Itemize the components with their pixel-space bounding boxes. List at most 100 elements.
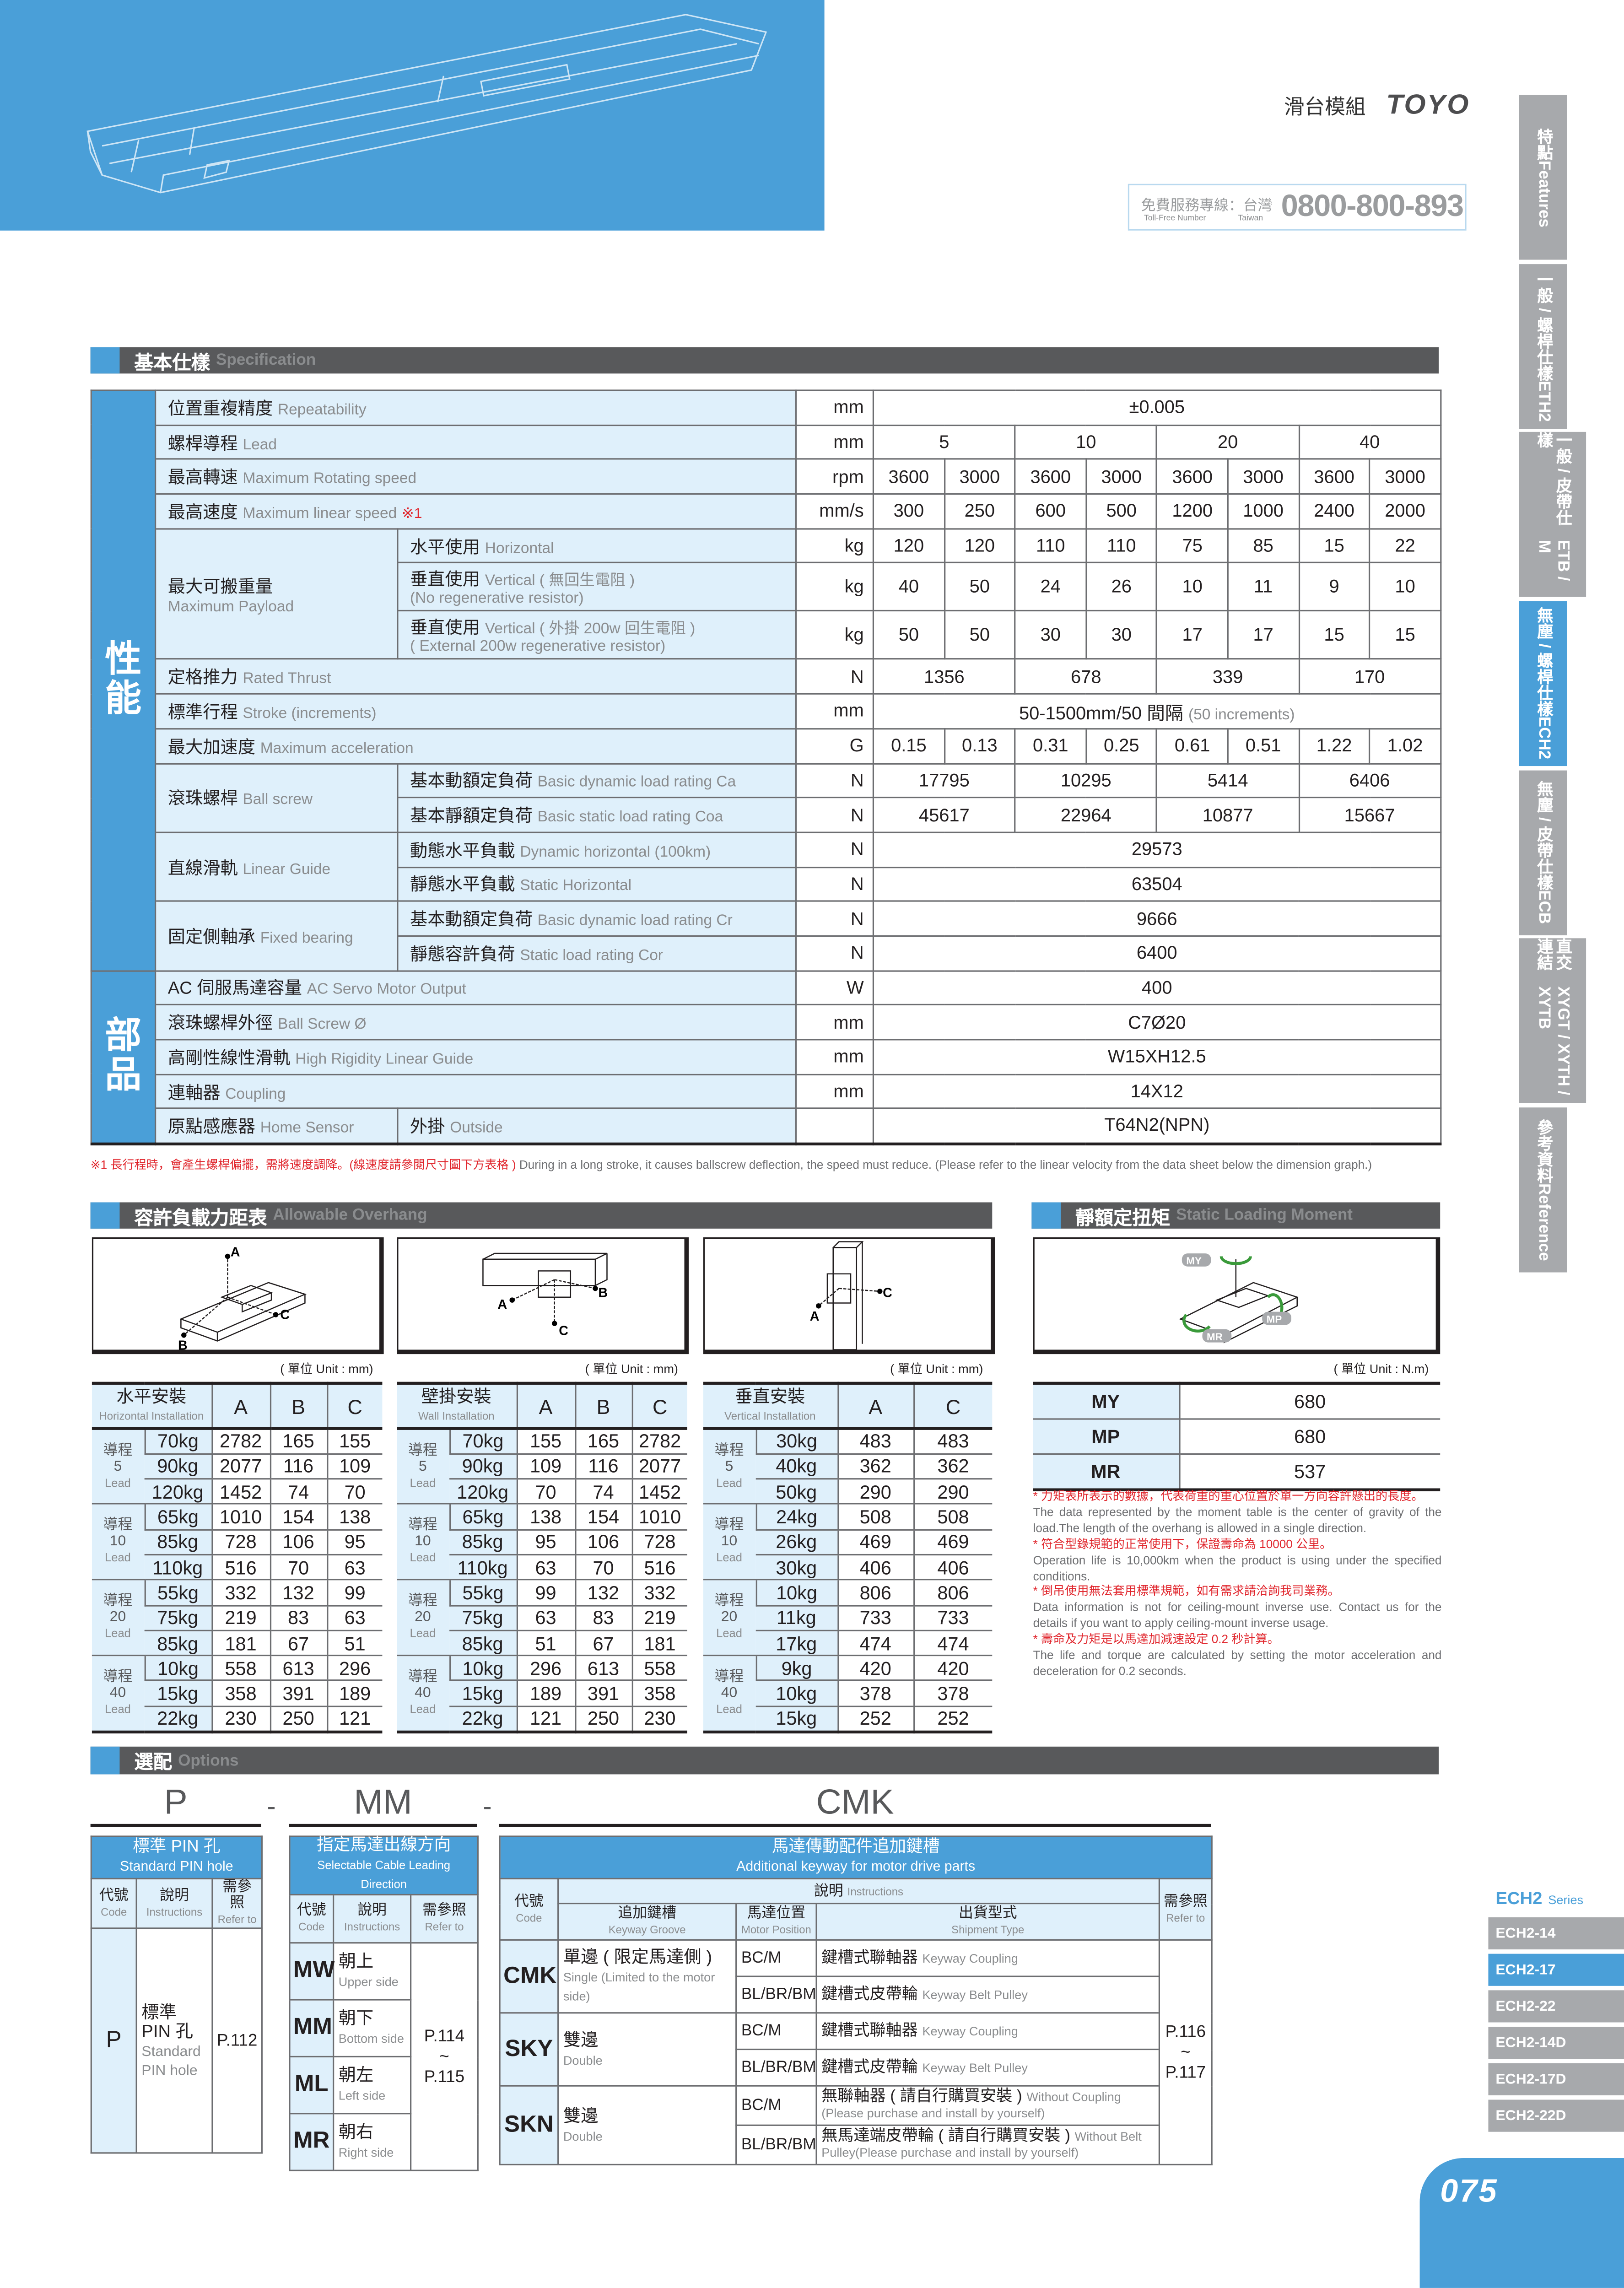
label-en: Linear Guide bbox=[243, 860, 331, 878]
series-item-ech2-22d[interactable]: ECH2-22D bbox=[1488, 2099, 1624, 2132]
label-zh: 動態水平負載 bbox=[410, 840, 515, 861]
axis-label-a: A bbox=[810, 1309, 820, 1324]
load-value: 70kg bbox=[144, 1428, 212, 1455]
overhang-value: 63 bbox=[326, 1605, 383, 1631]
lead-zh: 導程 bbox=[408, 1669, 437, 1685]
side-tab-etb-m[interactable]: 一般 / 皮帶仕樣 ETB / M bbox=[1519, 432, 1586, 598]
load-value: 65kg bbox=[448, 1504, 517, 1530]
label-zh: 固定側軸承 bbox=[167, 926, 256, 947]
col-refer: 需參照 Refer to bbox=[1158, 1878, 1213, 1941]
lead-label: 導程 10 Lead bbox=[92, 1504, 145, 1581]
side-tab-eth2[interactable]: 一般 / 螺桿仕樣 ETH2 bbox=[1519, 264, 1567, 429]
value-text: 170 bbox=[1354, 666, 1385, 687]
spec-value: 1000 bbox=[1227, 493, 1300, 529]
overhang-value: 155 bbox=[326, 1428, 383, 1455]
value-text: 20 bbox=[1218, 432, 1238, 453]
table-row: 50kg 290 290 bbox=[703, 1479, 993, 1505]
lead-label: 導程 20 Lead bbox=[92, 1580, 145, 1657]
value-text: ±0.005 bbox=[1129, 397, 1185, 418]
overhang-value: 420 bbox=[912, 1656, 993, 1682]
spec-row: 最高轉速 Maximum Rotating speed rpm 3600 3000 36… bbox=[91, 459, 1441, 495]
table-row: 10kg 378 378 bbox=[703, 1681, 993, 1707]
series-item-ech2-17d[interactable]: ECH2-17D bbox=[1488, 2063, 1624, 2095]
spec-value: 5414 bbox=[1156, 762, 1300, 799]
side-tab-xygt-xyth-xytb[interactable]: 直交連結 XYGT / XYTH / XYTB bbox=[1519, 939, 1586, 1104]
label-zh: 最高速度 bbox=[167, 502, 238, 523]
lead-value: 10 bbox=[721, 1534, 738, 1550]
spec-value: C7Ø20 bbox=[872, 1004, 1441, 1041]
overhang-value: 74 bbox=[269, 1479, 327, 1505]
moment-value: 537 bbox=[1179, 1454, 1441, 1490]
side-tab-ecb[interactable]: 無塵 / 皮帶仕樣 ECB bbox=[1519, 770, 1567, 935]
installation-type: 水平安裝 Horizontal Installation bbox=[92, 1383, 212, 1430]
label-en: Dynamic horizontal (100km) bbox=[520, 843, 711, 861]
spec-value: 50-1500mm/50 間隔 (50 increments) bbox=[872, 693, 1441, 729]
pin-code: P bbox=[90, 1927, 137, 2154]
static-moment-table: MY 680 MP 680 MR 537 bbox=[1033, 1381, 1441, 1491]
specification-table: 性能 位置重複精度 Repeatability mm ±0.005 螺桿導程 Lead m… bbox=[90, 389, 1441, 1145]
overhang-value: 165 bbox=[574, 1428, 632, 1455]
lead-label: 導程 5 Lead bbox=[703, 1428, 756, 1505]
lead-value: 20 bbox=[415, 1609, 431, 1626]
side-tab-ech2[interactable]: 無塵 / 螺桿仕樣 ECH2 bbox=[1519, 601, 1567, 766]
spec-label: 外掛 Outside bbox=[397, 1108, 797, 1144]
lead-value: 40 bbox=[721, 1685, 738, 1701]
installation-type: 垂直安裝 Vertical Installation bbox=[703, 1383, 838, 1430]
label-zh: 高剛性線性滑軌 bbox=[167, 1047, 291, 1068]
series-item-ech2-14d[interactable]: ECH2-14D bbox=[1488, 2027, 1624, 2059]
note-zh: * 力矩表所表示的數據，代表荷重的重心位置於單一方向容許懸出的長度。 bbox=[1033, 1489, 1424, 1503]
spec-label: 滾珠螺桿外徑 Ball Screw Ø bbox=[155, 1004, 797, 1041]
value-text: 50-1500mm/50 間隔 bbox=[1019, 703, 1183, 724]
label-en: Maximum Rotating speed bbox=[243, 470, 417, 488]
spec-row: 固定側軸承 Fixed bearing 基本動額定負荷 Basic dynamic… bbox=[91, 901, 1441, 971]
title-en: Standard PIN hole bbox=[120, 1859, 233, 1875]
series-item-ech2-22[interactable]: ECH2-22 bbox=[1488, 1990, 1624, 2023]
zh: 鍵槽式皮帶輪 bbox=[821, 2058, 918, 2076]
load-value: 120kg bbox=[144, 1479, 212, 1505]
value-text: 50 bbox=[969, 625, 990, 646]
en: Keyway Groove bbox=[608, 1923, 686, 1937]
section-bar-options: 選配 Options bbox=[90, 1746, 1439, 1775]
load-value: 26kg bbox=[755, 1529, 838, 1556]
col-code: 代號 Code bbox=[499, 1878, 559, 1941]
table-row: 導程 20 Lead 55kg 99 132 332 bbox=[397, 1580, 687, 1657]
side-tab-reference[interactable]: 參考資料 Reference bbox=[1519, 1107, 1567, 1273]
cable-instructions: 朝上 Upper side bbox=[333, 1942, 412, 2001]
note-en: Data information is not for ceiling-moun… bbox=[1033, 1601, 1442, 1630]
spec-row: 垂直使用 Vertical ( 無回生電阻 ) (No regenerative … bbox=[91, 562, 1441, 612]
moment-key: MP bbox=[1033, 1419, 1180, 1455]
table-row: 17kg 474 474 bbox=[703, 1630, 993, 1657]
column-header: A bbox=[210, 1383, 270, 1430]
lead-zh: 導程 bbox=[408, 1442, 437, 1459]
spec-row: 性能 位置重複精度 Repeatability mm ±0.005 bbox=[90, 389, 1441, 971]
side-tab-features[interactable]: 特點 Features bbox=[1519, 95, 1567, 260]
lead-en: Lead bbox=[716, 1627, 742, 1640]
spec-value: 110 bbox=[1085, 528, 1158, 564]
diagram-vertical-installation: C A bbox=[703, 1237, 995, 1354]
label-zh: 基本動額定負荷 bbox=[410, 771, 533, 792]
keyway-instructions: 單邊 ( 限定馬達側 ) Single (Limited to the motor… bbox=[557, 1939, 737, 2014]
en: Bottom side bbox=[338, 2031, 404, 2046]
spec-label: 基本靜額定負荷 Basic static load rating Coa bbox=[397, 797, 797, 833]
en: Right side bbox=[338, 2145, 394, 2160]
label-zh: 靜態容許負荷 bbox=[410, 944, 515, 965]
lead-en: Lead bbox=[410, 1476, 436, 1489]
spec-value: 10 bbox=[1014, 424, 1158, 460]
zh: 說明 bbox=[814, 1883, 843, 1899]
column-header: B bbox=[269, 1383, 327, 1430]
table-row: BL/BR/BM 無馬達端皮帶輪 ( 請自行購買安裝 ) Without Belt… bbox=[500, 2124, 1212, 2166]
series-item-ech2-14[interactable]: ECH2-14 bbox=[1488, 1917, 1624, 1950]
table-row: 22kg 230 250 121 bbox=[92, 1706, 383, 1732]
overhang-value: 613 bbox=[269, 1656, 327, 1682]
overhang-value: 99 bbox=[516, 1580, 575, 1606]
label-zh: 垂直使用 bbox=[410, 569, 480, 590]
static-moment-drawing: MY MP MR bbox=[1179, 1253, 1299, 1344]
spec-value: 9 bbox=[1298, 562, 1370, 612]
tab-label-en: ECB bbox=[1535, 890, 1553, 924]
diagram-static-moment: MY MP MR bbox=[1033, 1237, 1441, 1354]
value-text: 1356 bbox=[924, 666, 965, 687]
option-code-p: P bbox=[164, 1783, 188, 1823]
series-item-ech2-17[interactable]: ECH2-17 bbox=[1488, 1953, 1624, 1986]
spec-value: 15 bbox=[1298, 610, 1370, 660]
